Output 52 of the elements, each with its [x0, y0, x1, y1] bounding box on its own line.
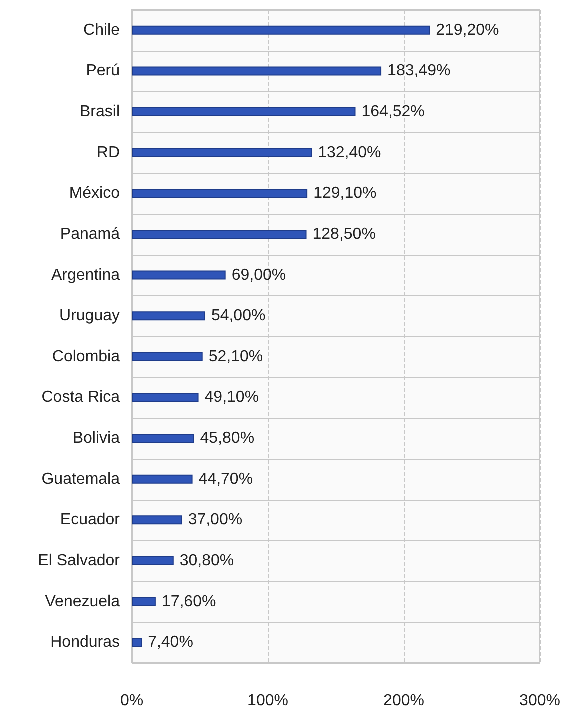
y-tick-label: Costa Rica [42, 389, 120, 406]
bar [132, 148, 312, 158]
bar [132, 108, 356, 117]
bar [132, 270, 226, 280]
data-label: 69,00% [232, 266, 286, 284]
data-label: 7,40% [148, 634, 194, 652]
data-label: 49,10% [204, 389, 260, 406]
bar [132, 556, 174, 566]
bar [132, 516, 182, 525]
bar [132, 393, 199, 402]
y-tick-label: Chile [84, 22, 120, 39]
data-label: 129,10% [314, 185, 377, 202]
y-tick-label: Panamá [60, 226, 120, 243]
y-tick-label: Honduras [50, 634, 120, 652]
y-tick-label: RD [96, 144, 120, 162]
x-tick-label: 0% [120, 692, 144, 710]
bar [132, 352, 203, 362]
data-label: 30,80% [180, 552, 234, 570]
y-tick-label: Brasil [80, 104, 120, 121]
y-tick-label: Perú [86, 62, 120, 80]
data-label: 183,49% [388, 62, 451, 80]
bar [132, 189, 308, 198]
bar [132, 26, 430, 35]
data-label: 17,60% [162, 593, 216, 610]
data-label: 44,70% [198, 470, 254, 488]
data-label: 128,50% [312, 226, 376, 243]
data-label: 54,00% [211, 308, 266, 325]
y-tick-label: Ecuador [60, 512, 121, 529]
data-label: 52,10% [208, 348, 264, 366]
data-label: 37,00% [188, 512, 243, 529]
y-tick-label: Bolivia [72, 430, 120, 448]
y-tick-label: Uruguay [60, 308, 120, 325]
data-label: 164,52% [362, 104, 425, 121]
bar [132, 597, 156, 606]
bar [132, 474, 193, 484]
data-label: 219,20% [436, 22, 500, 39]
bar [132, 66, 382, 76]
y-tick-label: Colombia [52, 348, 120, 366]
y-tick-label: Argentina [52, 266, 120, 284]
y-tick-label: El Salvador [38, 552, 121, 570]
bar [132, 312, 206, 321]
data-label: 45,80% [200, 430, 255, 448]
bar [132, 434, 194, 444]
x-tick-label: 300% [520, 692, 560, 710]
x-tick-label: 100% [248, 692, 288, 710]
y-tick-label: Guatemala [42, 470, 120, 488]
y-tick-label: México [69, 185, 120, 202]
data-label: 132,40% [318, 144, 382, 162]
bar [132, 638, 142, 648]
x-tick-label: 200% [384, 692, 424, 710]
bar [132, 230, 307, 239]
y-tick-label: Venezuela [45, 593, 120, 610]
